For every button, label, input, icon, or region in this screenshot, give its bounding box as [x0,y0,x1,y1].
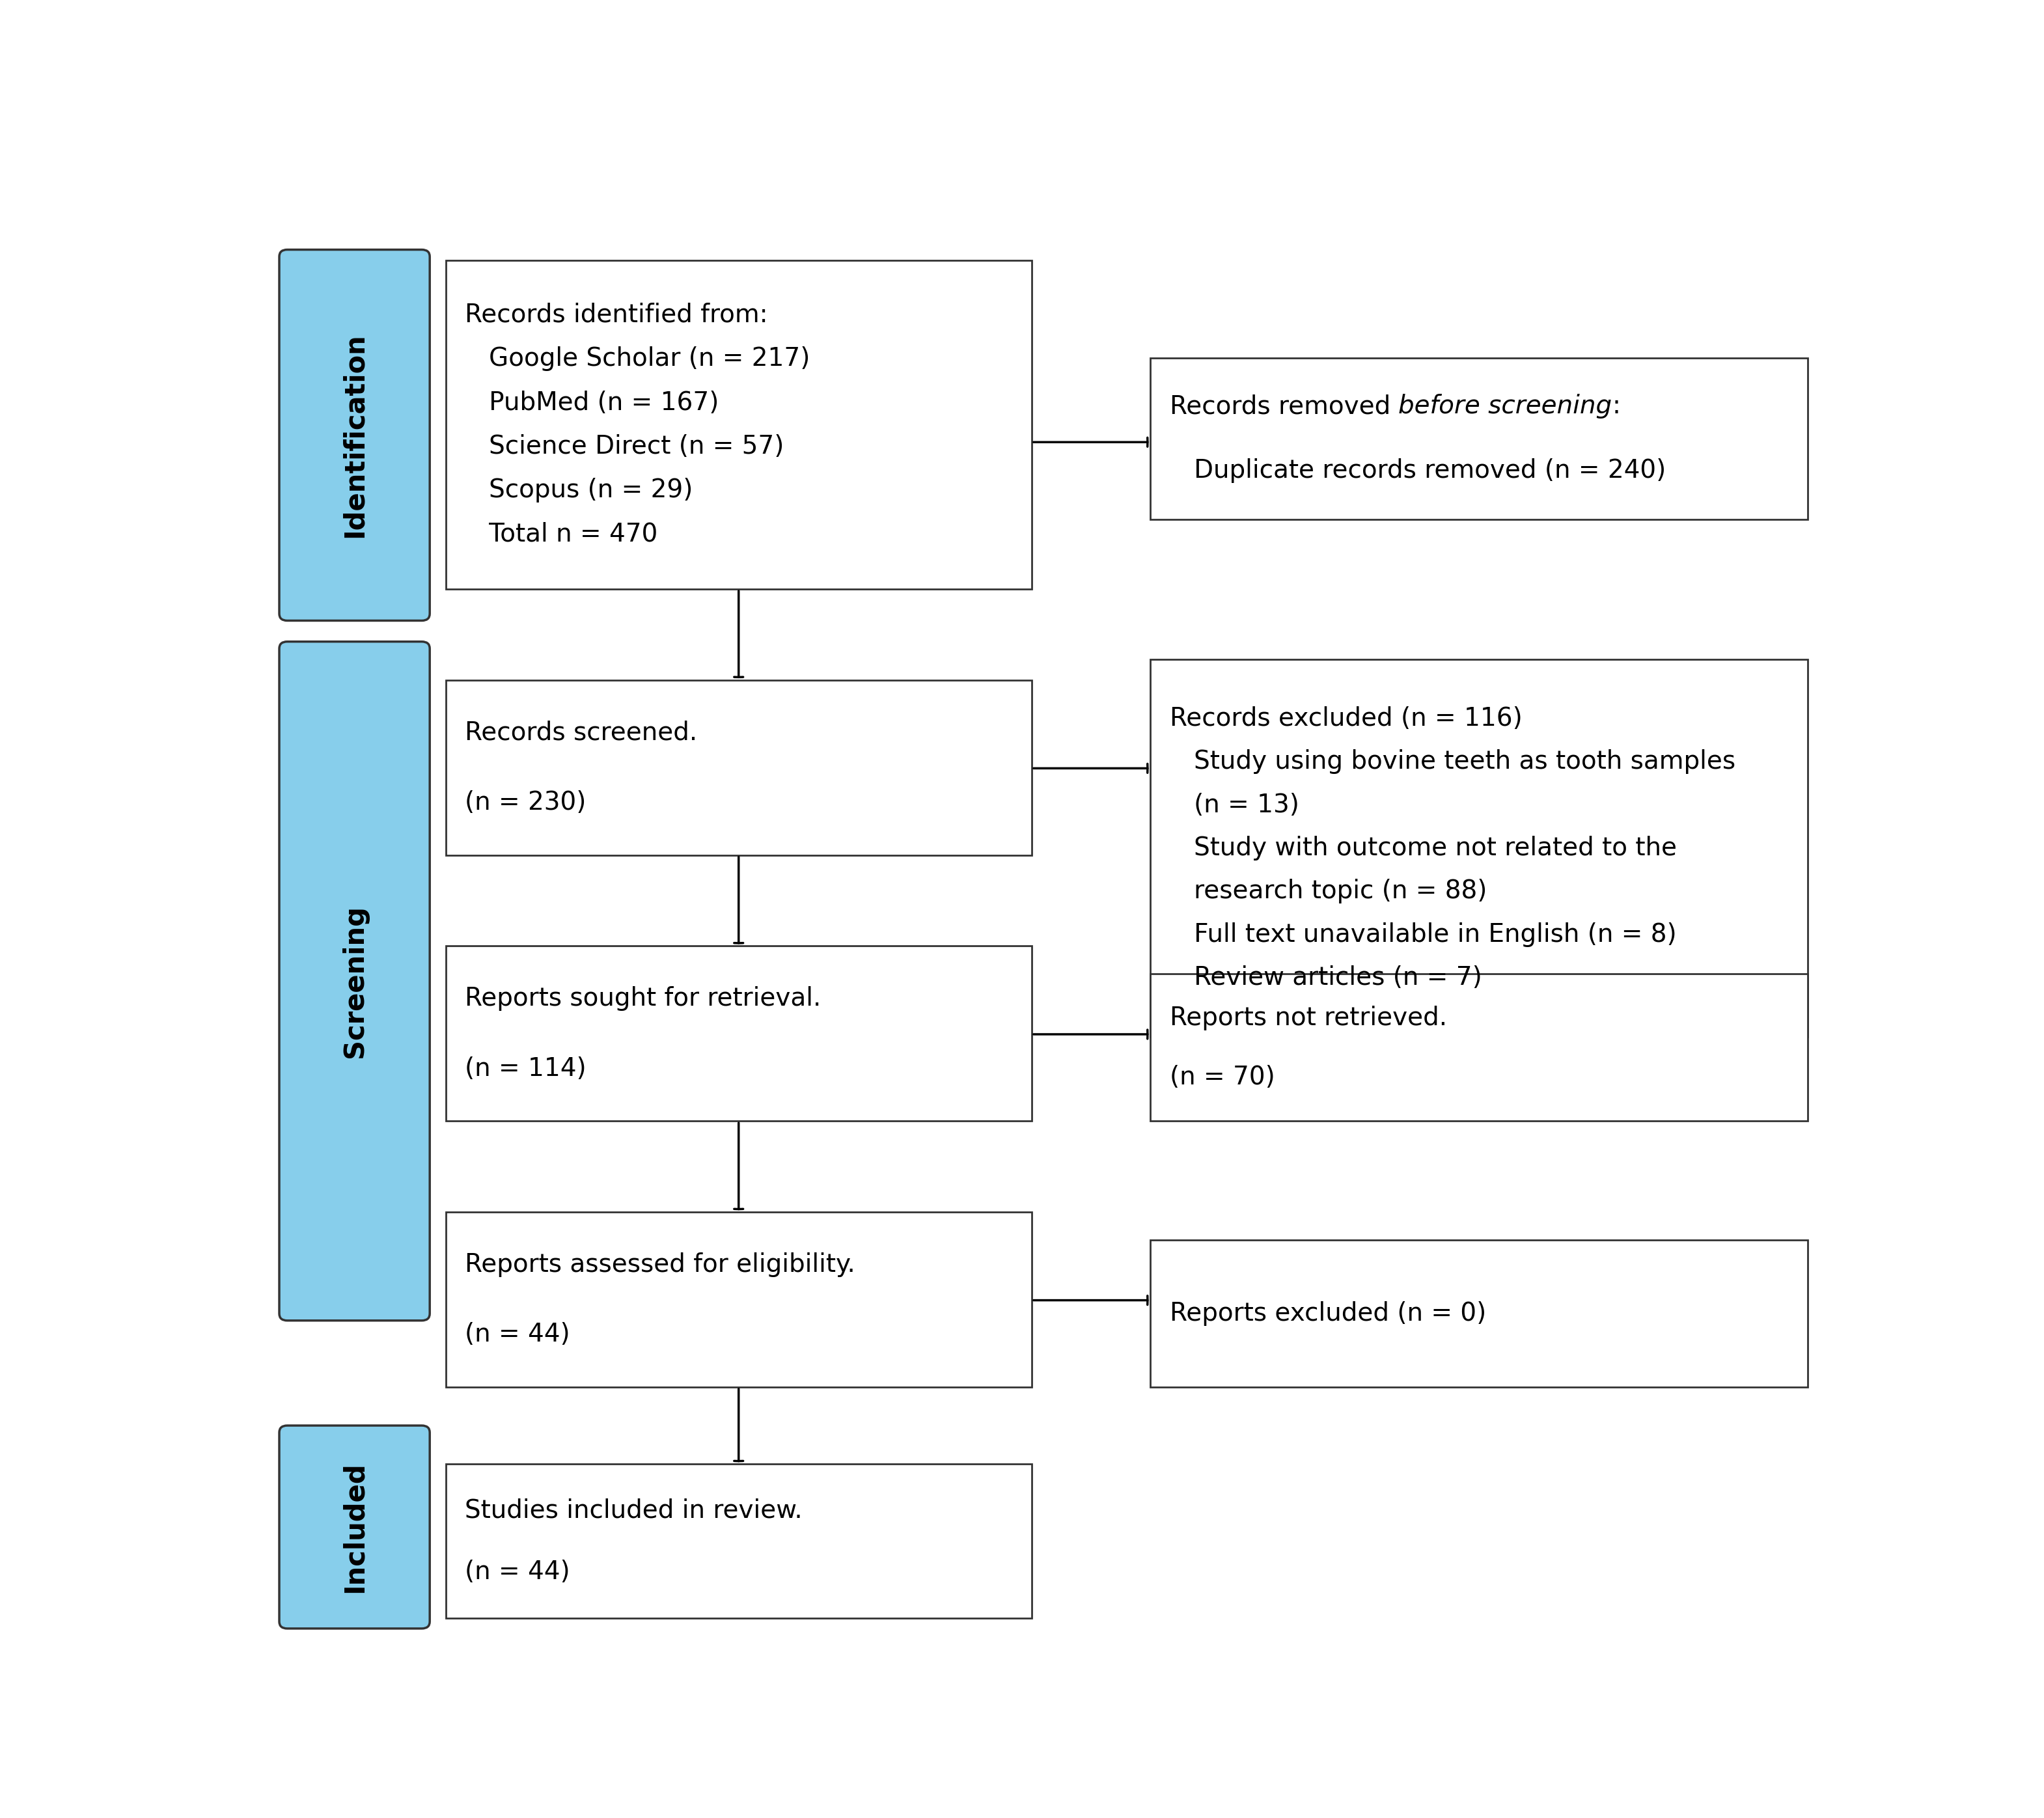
Text: (n = 230): (n = 230) [464,791,587,814]
FancyBboxPatch shape [446,1463,1032,1618]
FancyBboxPatch shape [1151,974,1807,1122]
Text: Science Direct (n = 57): Science Direct (n = 57) [464,435,783,458]
Text: Duplicate records removed (n = 240): Duplicate records removed (n = 240) [1169,458,1666,484]
Text: Full text unavailable in English (n = 8): Full text unavailable in English (n = 8) [1169,922,1676,947]
FancyBboxPatch shape [280,1425,429,1629]
Text: Google Scholar (n = 217): Google Scholar (n = 217) [464,347,809,371]
Text: (n = 114): (n = 114) [464,1056,587,1082]
Text: Records excluded (n = 116): Records excluded (n = 116) [1169,705,1523,731]
Text: Reports assessed for eligibility.: Reports assessed for eligibility. [464,1253,854,1276]
Text: (n = 44): (n = 44) [464,1322,570,1347]
Text: Included: Included [341,1462,368,1593]
FancyBboxPatch shape [446,1213,1032,1387]
FancyBboxPatch shape [446,260,1032,589]
Text: before screening: before screening [1398,395,1613,418]
Text: Records screened.: Records screened. [464,720,697,745]
Text: Records removed: Records removed [1169,395,1398,418]
Text: PubMed (n = 167): PubMed (n = 167) [464,391,719,415]
Text: :: : [1613,395,1621,418]
Text: Study using bovine teeth as tooth samples: Study using bovine teeth as tooth sample… [1169,749,1735,774]
Text: (n = 70): (n = 70) [1169,1065,1275,1089]
Text: Review articles (n = 7): Review articles (n = 7) [1169,965,1482,991]
Text: Total n = 470: Total n = 470 [464,522,658,547]
Text: Screening: Screening [341,905,368,1058]
Text: Studies included in review.: Studies included in review. [464,1498,803,1523]
Text: Identification: Identification [341,333,368,538]
FancyBboxPatch shape [280,249,429,620]
Text: Reports sought for retrieval.: Reports sought for retrieval. [464,985,822,1011]
Text: research topic (n = 88): research topic (n = 88) [1169,878,1486,904]
Text: Reports not retrieved.: Reports not retrieved. [1169,1005,1447,1031]
Text: (n = 13): (n = 13) [1169,793,1300,818]
Text: Reports excluded (n = 0): Reports excluded (n = 0) [1169,1302,1486,1325]
FancyBboxPatch shape [1151,1240,1807,1387]
Text: Records identified from:: Records identified from: [464,302,769,327]
FancyBboxPatch shape [1151,660,1807,1036]
FancyBboxPatch shape [446,680,1032,854]
Text: Study with outcome not related to the: Study with outcome not related to the [1169,836,1676,860]
FancyBboxPatch shape [446,945,1032,1122]
FancyBboxPatch shape [280,642,429,1320]
Text: Scopus (n = 29): Scopus (n = 29) [464,478,693,504]
FancyBboxPatch shape [1151,358,1807,520]
Text: (n = 44): (n = 44) [464,1560,570,1583]
